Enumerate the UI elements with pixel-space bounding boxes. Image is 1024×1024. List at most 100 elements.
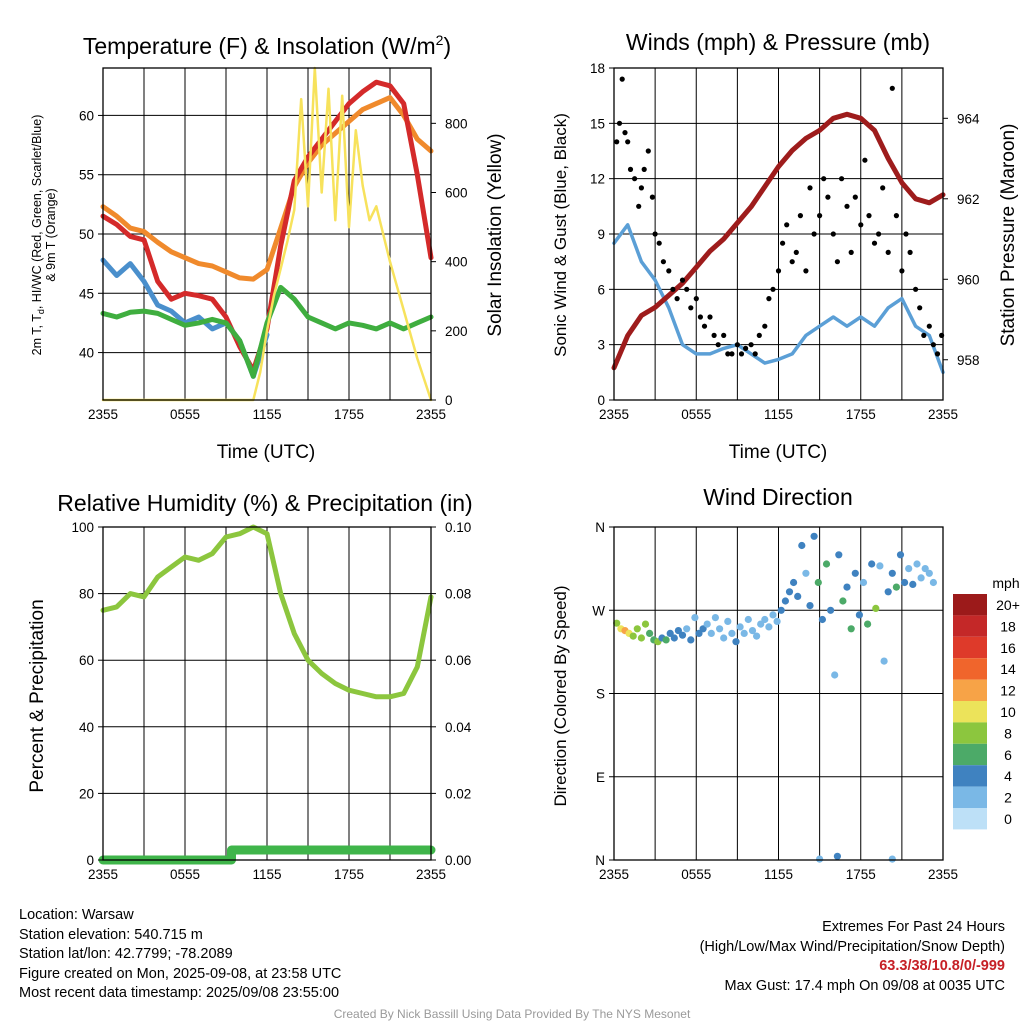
wind-gust-point-3	[622, 130, 628, 136]
rh-rh-line	[100, 524, 434, 700]
temp-title-sup: 2	[436, 32, 444, 48]
rh-ytick-label-3: 60	[79, 653, 94, 668]
wind-gust-point-29	[729, 351, 735, 357]
dir-point-30	[736, 623, 744, 631]
wind-gust-point-73	[930, 342, 937, 348]
rh-rtick-label-1: 0.02	[445, 786, 471, 801]
dir-point-59	[855, 611, 864, 619]
dir-point-37	[765, 623, 773, 631]
wind-gust-point-44	[797, 213, 804, 219]
dir-point-70	[901, 578, 909, 587]
dir-point-69	[896, 551, 905, 559]
wind-gust-point-48	[817, 213, 823, 219]
legend-swatch-2	[953, 636, 987, 659]
legend-swatch-1	[953, 615, 987, 637]
dir-ytick-label-4: N	[595, 853, 605, 868]
dir-point-55	[839, 597, 847, 605]
wind-gust-point-15	[666, 268, 672, 274]
temp-xtick-label-4: 2355	[416, 407, 446, 422]
rh-rtick-label-2: 0.04	[445, 720, 472, 735]
rh-ylabel-left: Percent & Precipitation	[27, 599, 48, 792]
rh-xtick-label-2: 1155	[252, 867, 281, 882]
dir-point-6	[637, 634, 646, 642]
dir-point-78	[816, 855, 824, 863]
wind-gust-point-9	[641, 166, 647, 172]
wind-gust-point-38	[770, 286, 776, 292]
dir-point-13	[666, 629, 674, 638]
wind-gust-point-30	[734, 342, 741, 348]
dir-point-20	[695, 629, 703, 638]
wind-gust-point-22	[697, 314, 704, 320]
wind-gust-point-24	[707, 314, 713, 320]
dir-point-19	[691, 614, 699, 622]
wind-gust-point-65	[893, 213, 900, 219]
temp-rtick-label-4: 800	[445, 116, 468, 131]
dir-point-75	[921, 565, 929, 573]
dir-point-41	[781, 597, 790, 605]
rh-rtick-label-5: 0.10	[445, 520, 471, 535]
dir-xtick-label-3: 1755	[846, 867, 876, 882]
wind-gust-point-26	[715, 342, 721, 348]
dir-point-54	[835, 551, 843, 559]
dir-legend-unit: mph	[992, 575, 1019, 591]
wind-gust-point-66	[899, 268, 905, 274]
wind-gust-point-28	[725, 351, 731, 357]
dir-point-16	[678, 631, 687, 639]
wind-xtick-label-4: 2355	[928, 407, 958, 422]
dir-point-42	[785, 588, 794, 596]
wind-gust-point-59	[866, 213, 872, 219]
temp-ytick-label-0: 40	[79, 346, 94, 361]
dir-point-51	[822, 560, 831, 568]
wind-gust-point-27	[721, 332, 727, 338]
wind-gust-point-16	[670, 286, 676, 292]
temp-xtick-label-2: 1155	[252, 407, 281, 422]
dir-ylabel-left: Direction (Colored By Speed)	[551, 585, 570, 806]
dir-point-68	[892, 583, 901, 591]
legend-swatch-8	[953, 765, 987, 787]
temp-ylabel-right: Solar Insolation (Yellow)	[485, 133, 506, 336]
dir-point-34	[753, 632, 761, 640]
legend-label-9: 2	[1004, 790, 1012, 806]
wind-gust-point-61	[876, 231, 882, 237]
wind-pressure-line	[611, 111, 946, 371]
dir-xtick-label-2: 1155	[764, 867, 793, 882]
dir-ytick-label-1: W	[592, 603, 605, 618]
recent-timestamp: Most recent data timestamp: 2025/09/08 2…	[19, 985, 340, 1002]
grid-layer	[103, 68, 943, 860]
credit-line: Created By Nick Bassill Using Data Provi…	[333, 1007, 691, 1021]
wind-ylabel-left: Sonic Wind & Gust (Blue, Black)	[551, 113, 570, 357]
dir-point-52	[827, 606, 835, 614]
dir-point-36	[761, 615, 769, 624]
rh-ytick-label-2: 40	[79, 720, 94, 735]
wind-ytick-label-3: 9	[597, 227, 605, 242]
data-layer	[98, 66, 946, 865]
max-gust: Max Gust: 17.4 mph On 09/08 at 0035 UTC	[724, 977, 1005, 994]
wind-gust-point-71	[921, 332, 927, 338]
rh-ytick-label-4: 80	[79, 587, 94, 602]
temp-ylabel-line1-end: , HI/WC (Red, Green, Scarlet/Blue)	[30, 115, 44, 310]
temp-ylabel-left: 2m T, Td, HI/WC (Red, Green, Scarlet/Blu…	[30, 115, 58, 356]
wind-gust-point-39	[775, 268, 782, 274]
tick-layer: 2355 0555 1155 1755 235540455055600200400600…	[71, 61, 980, 882]
wind-gust-point-49	[821, 176, 827, 182]
wind-gust-point-54	[844, 203, 850, 209]
extremes-heading: Extremes For Past 24 Hours	[822, 919, 1005, 935]
dir-point-46	[802, 569, 810, 577]
dir-ytick-label-3: E	[596, 770, 605, 785]
temp-solar-line	[101, 66, 433, 402]
legend-label-3: 14	[1000, 661, 1016, 677]
temp-title-main: Temperature (F) & Insolation (W/m	[83, 33, 436, 59]
wind-gust-point-42	[789, 259, 795, 265]
temp-ytick-label-1: 45	[79, 286, 94, 301]
dir-point-50	[818, 615, 827, 624]
legend-label-5: 10	[1000, 704, 1016, 720]
wind-wind-line	[612, 223, 945, 375]
temp-temp9m-line	[100, 95, 434, 282]
wind-gust-point-46	[807, 185, 813, 191]
wind-gust-point-36	[762, 323, 768, 329]
legend-label-6: 8	[1004, 725, 1012, 741]
dir-point-49	[814, 578, 822, 587]
wind-xlabel: Time (UTC)	[729, 442, 828, 463]
temp-ylabel-line1-a: 2m T, T	[30, 314, 44, 356]
wind-gust-point-70	[917, 305, 923, 311]
